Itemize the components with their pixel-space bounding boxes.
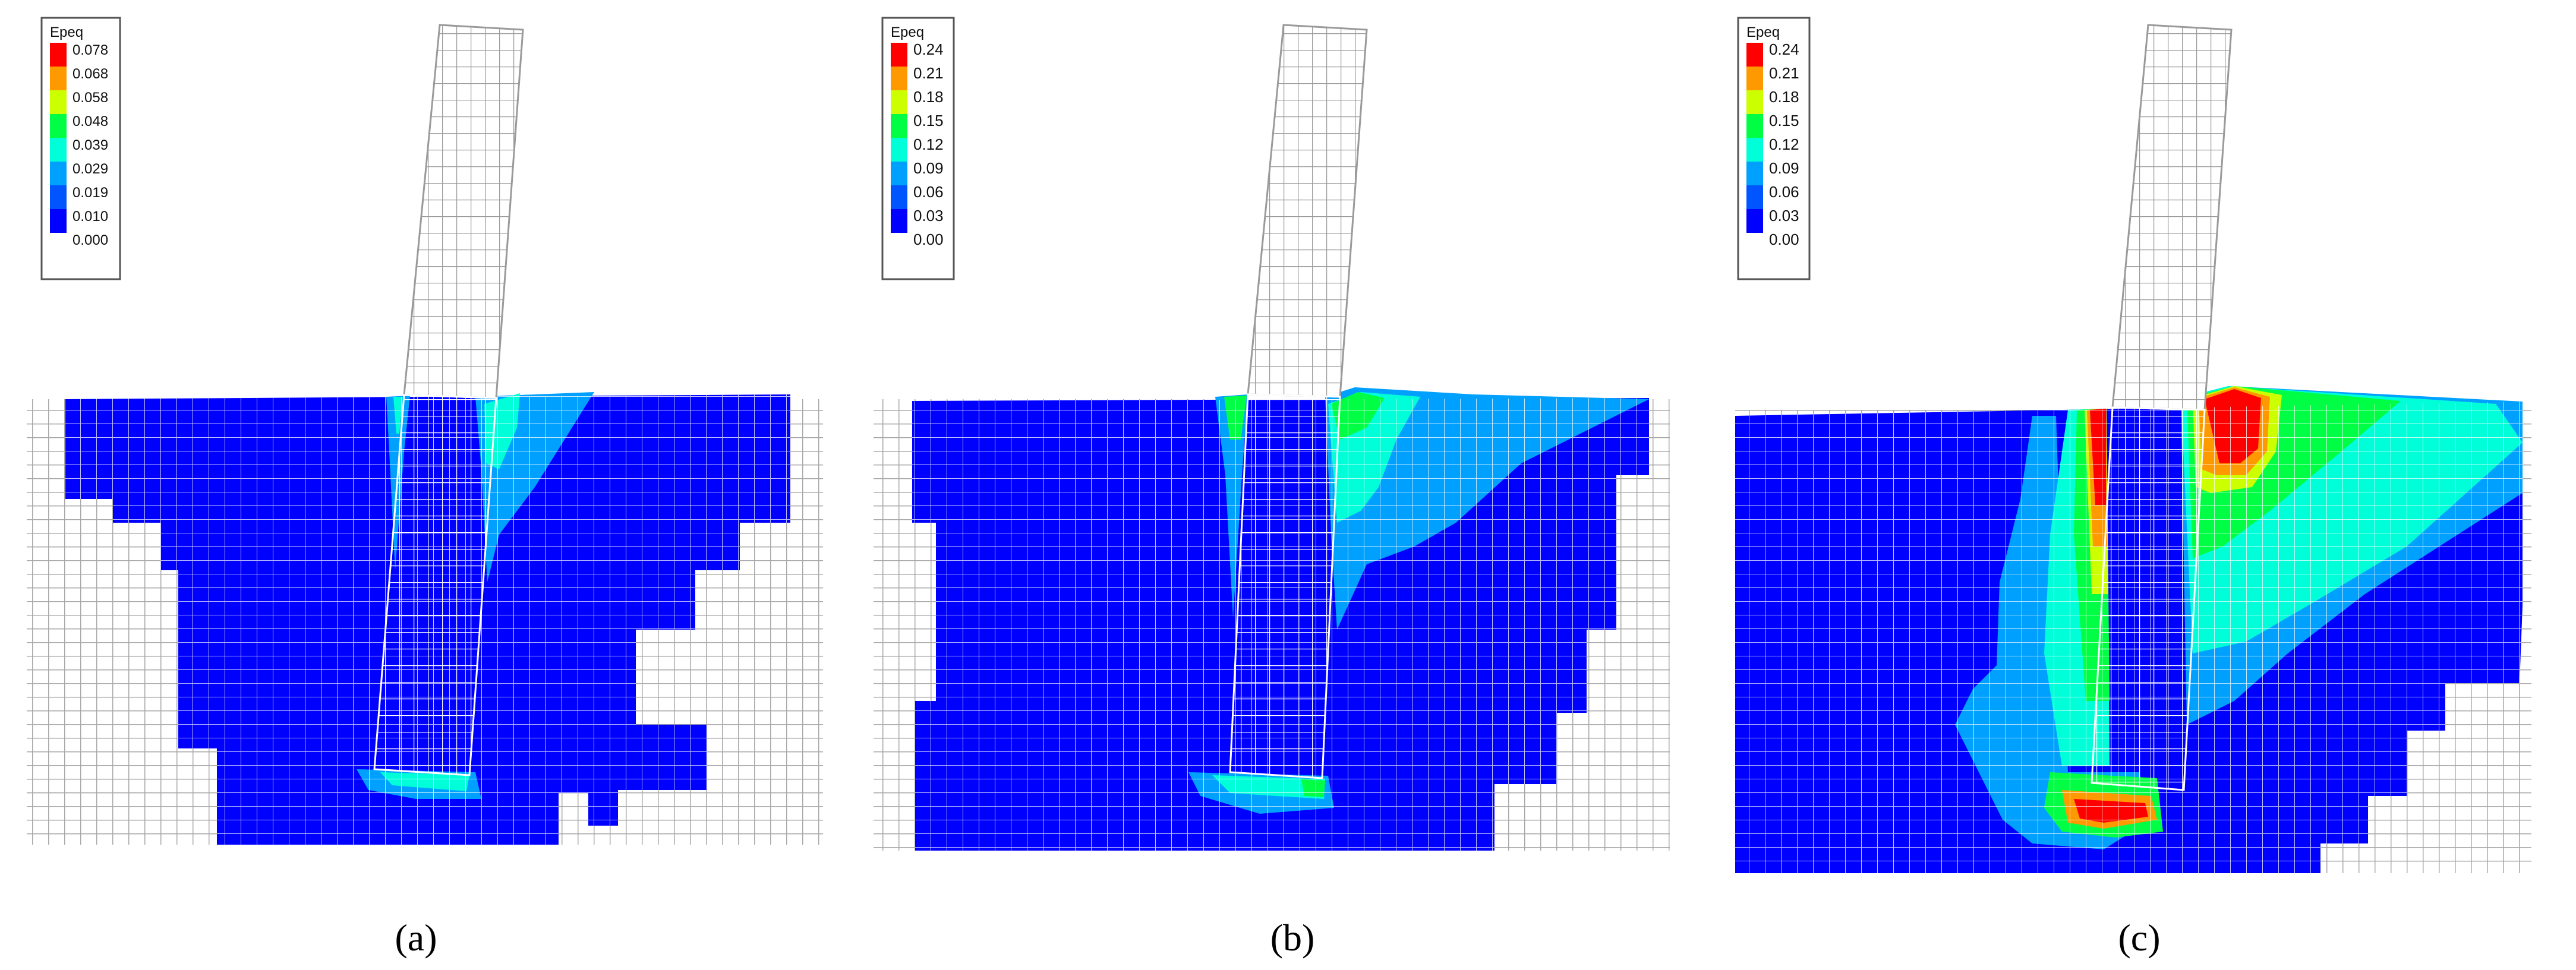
legend-swatch	[1746, 90, 1763, 114]
legend-swatch	[50, 209, 67, 233]
legend-b: Epeq 0.24 0.21 0.18 0.15 0.12 0.09 0.06 …	[881, 17, 955, 280]
legend-label: 0.15	[1769, 112, 1799, 129]
legend-swatch	[891, 138, 907, 162]
legend-label: 0.15	[913, 112, 944, 129]
legend-label: 0.18	[1769, 88, 1799, 106]
pile-shaft-upper	[403, 24, 524, 399]
legend-swatch	[50, 185, 67, 209]
legend-label: 0.24	[913, 40, 944, 58]
legend-swatch	[891, 114, 907, 138]
legend-label: 0.000	[72, 232, 108, 248]
legend-swatch	[50, 162, 67, 185]
legend-swatch	[891, 67, 907, 90]
legend-label: 0.24	[1769, 40, 1799, 58]
pile-shaft-embedded	[2091, 406, 2206, 791]
legend-label: 0.068	[72, 66, 108, 82]
legend-swatch	[50, 114, 67, 138]
legend-label: 0.058	[72, 90, 108, 106]
legend-label: 0.09	[913, 159, 944, 177]
legend-label: 0.18	[913, 88, 944, 106]
legend-swatch	[1746, 138, 1763, 162]
panel-b	[874, 24, 1670, 851]
legend-swatch	[891, 43, 907, 67]
legend-label: 0.00	[913, 230, 944, 248]
pile-shaft-upper	[1247, 24, 1368, 398]
legend-swatch	[1746, 114, 1763, 138]
legend-title: Epeq	[891, 24, 924, 40]
panel-a	[27, 24, 823, 845]
legend-swatch	[50, 138, 67, 162]
legend-title: Epeq	[1746, 24, 1780, 40]
legend-c: Epeq 0.24 0.21 0.18 0.15 0.12 0.09 0.06 …	[1737, 17, 1811, 280]
legend-swatch	[1746, 162, 1763, 185]
legend-swatch	[50, 43, 67, 67]
legend-label: 0.12	[1769, 135, 1799, 153]
legend-title: Epeq	[50, 24, 83, 40]
legend-a: Epeq 0.078 0.068 0.058 0.048 0.039 0.029…	[40, 17, 121, 280]
legend-swatch	[891, 162, 907, 185]
legend-label: 0.03	[913, 207, 944, 225]
legend-swatch	[50, 90, 67, 114]
legend-label: 0.12	[913, 135, 944, 153]
caption-c: (c)	[2118, 917, 2160, 959]
legend-swatch	[50, 67, 67, 90]
caption-a: (a)	[395, 917, 437, 959]
legend-label: 0.21	[913, 64, 944, 82]
caption-b: (b)	[1270, 917, 1315, 959]
legend-swatch	[1746, 185, 1763, 209]
legend-label: 0.029	[72, 161, 108, 177]
pile-shaft-embedded	[1229, 393, 1341, 779]
legend-label: 0.019	[72, 185, 108, 201]
legend-label: 0.010	[72, 208, 108, 225]
legend-swatch	[891, 90, 907, 114]
legend-label: 0.09	[1769, 159, 1799, 177]
panel-c	[1735, 24, 2531, 873]
legend-label: 0.039	[72, 137, 108, 153]
pile-shaft-embedded	[373, 394, 497, 776]
legend-swatch	[1746, 209, 1763, 233]
legend-swatch	[1746, 43, 1763, 67]
pile-shaft-upper	[2111, 24, 2233, 411]
legend-swatch	[1746, 67, 1763, 90]
legend-label: 0.06	[1769, 183, 1799, 201]
legend-swatch	[891, 185, 907, 209]
legend-label: 0.06	[913, 183, 944, 201]
legend-label: 0.21	[1769, 64, 1799, 82]
legend-label: 0.048	[72, 113, 108, 129]
legend-label: 0.00	[1769, 230, 1799, 248]
legend-swatch	[891, 209, 907, 233]
legend-label: 0.078	[72, 42, 108, 58]
legend-label: 0.03	[1769, 207, 1799, 225]
